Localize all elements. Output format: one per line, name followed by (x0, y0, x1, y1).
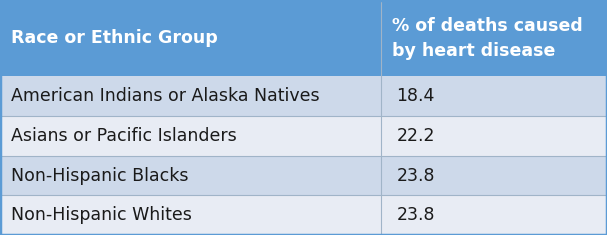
Text: Asians or Pacific Islanders: Asians or Pacific Islanders (11, 127, 237, 145)
Bar (0, 116, 607, 156)
Text: Race or Ethnic Group: Race or Ethnic Group (11, 29, 218, 47)
Bar (0, 0, 607, 76)
Text: 23.8: 23.8 (396, 167, 435, 184)
Bar (0, 156, 607, 195)
Text: 22.2: 22.2 (396, 127, 435, 145)
Text: American Indians or Alaska Natives: American Indians or Alaska Natives (11, 87, 319, 105)
Text: 18.4: 18.4 (396, 87, 435, 105)
Text: % of deaths caused
by heart disease: % of deaths caused by heart disease (392, 17, 583, 60)
Text: Non-Hispanic Whites: Non-Hispanic Whites (11, 206, 192, 224)
Text: 23.8: 23.8 (396, 206, 435, 224)
Bar (0, 195, 607, 235)
Bar (0, 76, 607, 116)
Text: Non-Hispanic Blacks: Non-Hispanic Blacks (11, 167, 188, 184)
